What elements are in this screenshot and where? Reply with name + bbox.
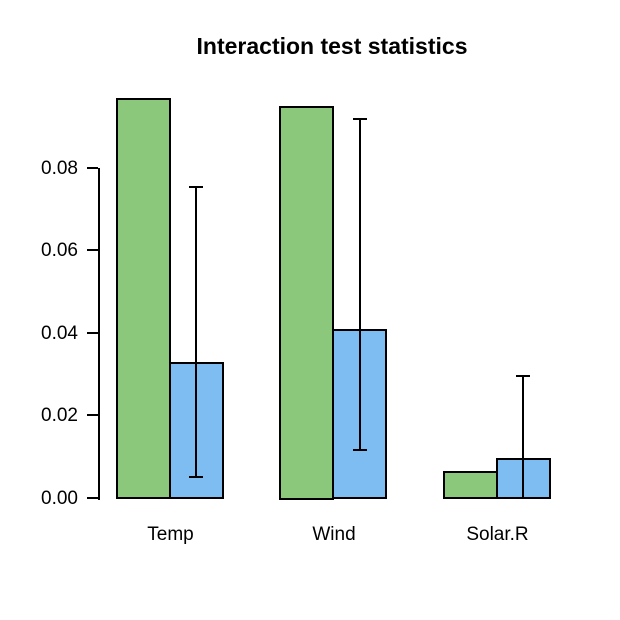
y-axis-tick-1	[87, 414, 98, 417]
bar-solar-r-green-bars	[442, 470, 498, 500]
error-bar-cap-bottom-temp	[189, 475, 203, 478]
y-axis-tick-label-2: 0.04	[41, 322, 78, 344]
chart-title: Interaction test statistics	[196, 33, 468, 59]
y-axis-tick-label-1: 0.02	[41, 405, 78, 427]
error-bar-line-solar-r	[522, 375, 524, 498]
y-axis-tick-label-4: 0.08	[41, 158, 78, 179]
y-axis-tick-3	[87, 249, 98, 252]
y-axis-tick-label-3: 0.06	[41, 240, 78, 262]
x-axis-label-solar-r: Solar.R	[466, 524, 529, 545]
y-axis-tick-4	[87, 167, 98, 169]
error-bar-line-temp	[195, 186, 197, 477]
error-bar-cap-bottom-solar-r	[516, 496, 530, 499]
y-axis-tick-0	[87, 496, 98, 499]
bar-wind-green-bars	[279, 106, 334, 500]
error-bar-cap-top-wind	[352, 117, 367, 120]
error-bar-line-wind	[358, 118, 361, 451]
y-axis-tick-label-0: 0.00	[41, 487, 78, 509]
error-bar-cap-top-solar-r	[516, 374, 530, 377]
x-axis-label-temp: Temp	[147, 524, 194, 545]
y-axis-line	[98, 168, 100, 500]
x-axis-label-wind: Wind	[312, 524, 356, 545]
bar-temp-green-bars	[115, 97, 171, 500]
error-bar-cap-bottom-wind	[352, 449, 367, 452]
error-bar-cap-top-temp	[189, 185, 203, 188]
y-axis-tick-2	[87, 331, 98, 334]
